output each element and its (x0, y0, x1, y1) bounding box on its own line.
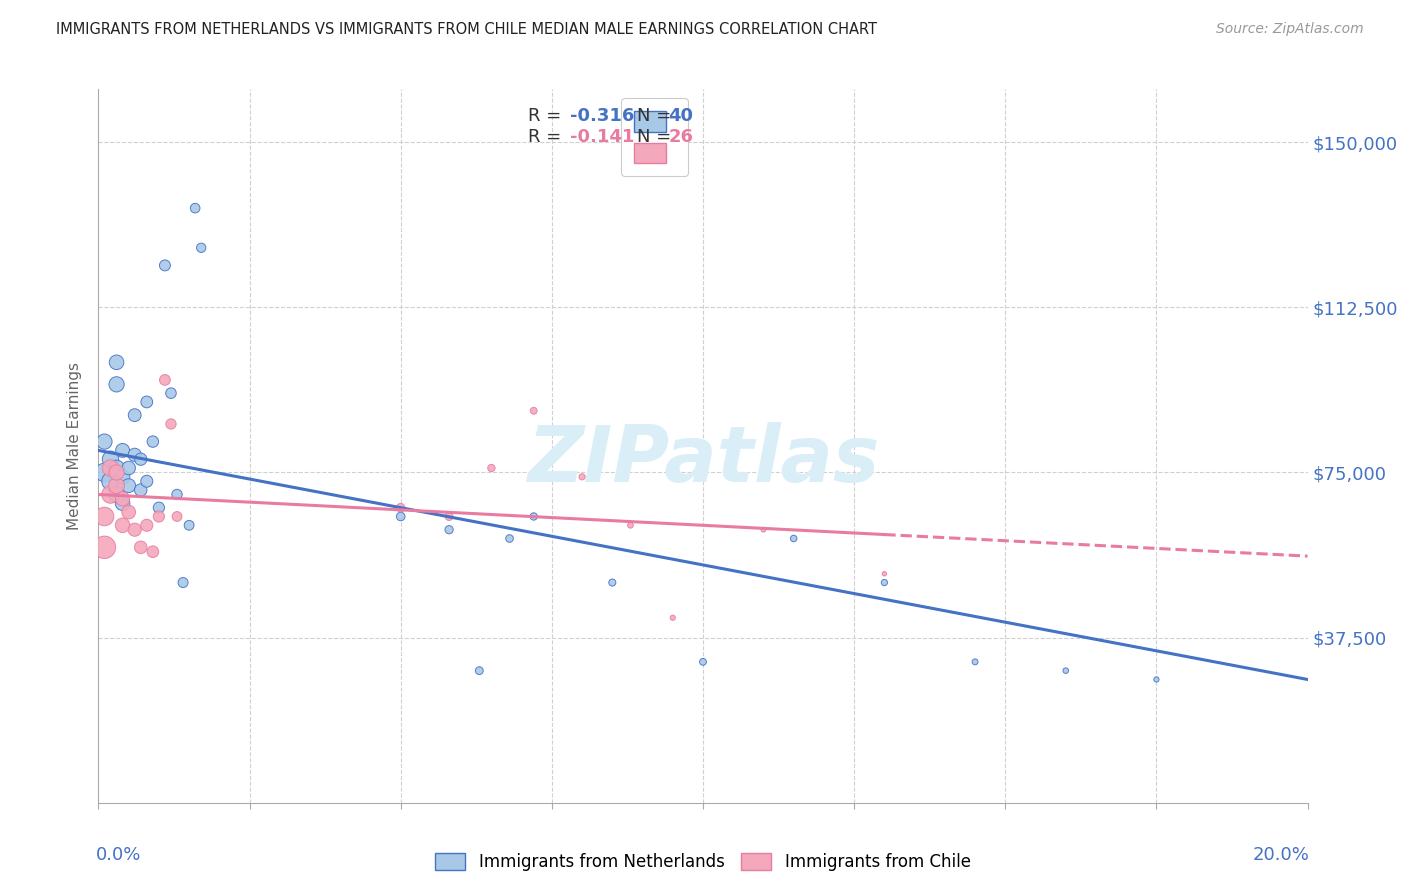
Point (523, 509, 546, 524)
Point (498, 532, 520, 546)
Point (873, 566, 896, 581)
Point (142, 434, 165, 449)
Point (662, 611, 685, 625)
Text: N =: N = (637, 107, 678, 125)
Point (111, 443, 134, 458)
Text: -0.316: -0.316 (569, 107, 634, 125)
Point (135, 475, 157, 489)
Text: N =: N = (637, 128, 678, 146)
Text: IMMIGRANTS FROM NETHERLANDS VS IMMIGRANTS FROM CHILE MEDIAN MALE EARNINGS CORREL: IMMIGRANTS FROM NETHERLANDS VS IMMIGRANT… (56, 22, 877, 37)
Text: Source: ZipAtlas.com: Source: ZipAtlas.com (1216, 22, 1364, 37)
Point (873, 575, 896, 590)
Point (571, 470, 593, 484)
Point (100, 461, 122, 475)
Point (523, 403, 546, 417)
Point (111, 518, 134, 533)
Text: 40: 40 (668, 107, 693, 125)
Point (153, 259, 176, 273)
Point (93, 541, 115, 555)
Y-axis label: Median Male Earnings: Median Male Earnings (67, 362, 83, 530)
Point (783, 532, 806, 546)
Point (124, 448, 146, 462)
Text: 0.0%: 0.0% (96, 846, 142, 863)
Point (93, 434, 115, 449)
Point (1054, 664, 1077, 678)
Point (160, 417, 183, 431)
Point (135, 518, 157, 533)
Point (105, 478, 128, 492)
Point (129, 541, 152, 555)
Point (160, 386, 183, 401)
Text: R =: R = (527, 128, 567, 146)
Point (93, 509, 115, 524)
Point (752, 523, 775, 537)
Text: ZIPatlas: ZIPatlas (527, 422, 879, 499)
Point (124, 408, 146, 422)
Point (468, 664, 491, 678)
Point (619, 518, 641, 533)
Point (100, 452, 122, 467)
Point (184, 201, 207, 215)
Text: 26: 26 (668, 128, 693, 146)
Point (148, 509, 170, 524)
Point (142, 545, 165, 559)
Point (965, 655, 987, 669)
Point (481, 461, 503, 475)
Point (166, 509, 188, 524)
Point (153, 373, 176, 387)
Point (389, 509, 412, 524)
Point (105, 466, 128, 480)
Point (111, 470, 134, 484)
Legend: Immigrants from Netherlands, Immigrants from Chile: Immigrants from Netherlands, Immigrants … (427, 845, 979, 880)
Point (389, 500, 412, 515)
Point (179, 518, 201, 533)
Point (105, 355, 128, 369)
Point (111, 496, 134, 510)
Text: 20.0%: 20.0% (1253, 846, 1310, 863)
Point (148, 500, 170, 515)
Point (1144, 673, 1167, 687)
Point (135, 395, 157, 409)
Point (129, 483, 152, 497)
Point (118, 461, 141, 475)
Point (105, 377, 128, 392)
Point (105, 487, 128, 501)
Point (93, 466, 115, 480)
Point (111, 491, 134, 506)
Point (166, 487, 188, 501)
Point (118, 478, 141, 492)
Legend: , : , (621, 98, 688, 176)
Point (124, 523, 146, 537)
Point (105, 461, 128, 475)
Text: -0.141: -0.141 (569, 128, 634, 146)
Point (437, 509, 460, 524)
Point (190, 241, 212, 255)
Point (100, 475, 122, 489)
Point (129, 452, 152, 467)
Point (118, 505, 141, 519)
Point (437, 523, 460, 537)
Point (172, 575, 194, 590)
Text: R =: R = (527, 107, 567, 125)
Point (602, 575, 624, 590)
Point (100, 487, 122, 501)
Point (692, 655, 714, 669)
